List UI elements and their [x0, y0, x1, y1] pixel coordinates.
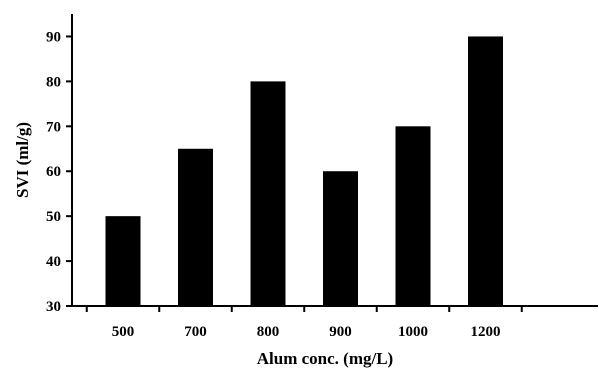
y-axis-title: SVI (ml/g) — [13, 122, 32, 198]
y-tick-label: 90 — [46, 29, 61, 45]
y-ticks-group: 30 40 50 60 70 80 90 — [46, 29, 72, 315]
x-tick-label: 500 — [112, 324, 135, 340]
bar-1000 — [395, 126, 431, 306]
y-tick-label: 40 — [46, 254, 61, 270]
x-tick-label: 1200 — [471, 324, 501, 340]
bar-1200 — [468, 36, 503, 306]
bar-800 — [250, 81, 286, 306]
bars-group — [105, 36, 503, 306]
bar-700 — [178, 148, 213, 306]
x-axis-title: Alum conc. (mg/L) — [257, 349, 393, 368]
y-tick-label: 60 — [46, 164, 61, 180]
x-ticks-group: 500 700 800 900 1000 1200 — [85, 306, 523, 340]
bar-900 — [323, 171, 358, 306]
y-tick-label: 70 — [46, 119, 61, 135]
bar-500 — [105, 216, 141, 306]
x-tick-label: 800 — [257, 324, 280, 340]
y-tick-label: 50 — [46, 209, 61, 225]
y-tick-label: 80 — [46, 74, 61, 90]
x-tick-label: 1000 — [398, 324, 428, 340]
x-tick-label: 900 — [329, 324, 352, 340]
y-tick-label: 30 — [46, 299, 61, 315]
x-tick-label: 700 — [184, 324, 207, 340]
